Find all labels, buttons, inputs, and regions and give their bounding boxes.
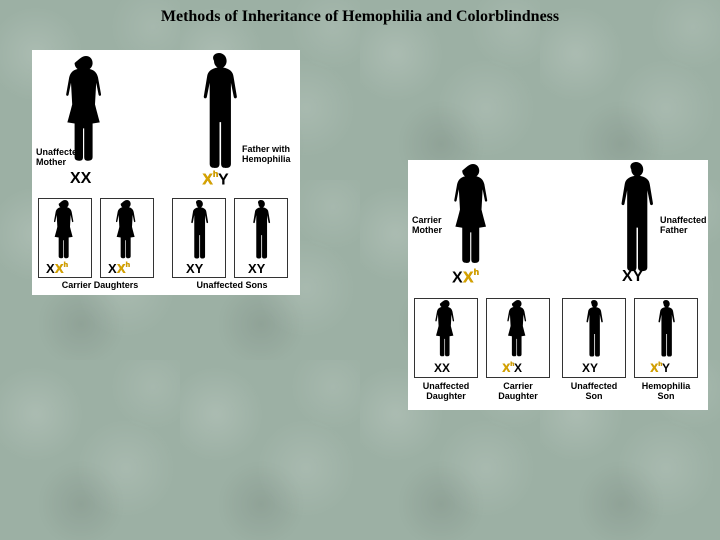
mother-genotype: XX (70, 170, 91, 188)
r-off-2-caption: Carrier Daughter (486, 382, 550, 402)
page-title: Methods of Inheritance of Hemophilia and… (0, 8, 720, 26)
r-off-4-genotype: XhY (650, 361, 670, 375)
r-off-1-caption: Unaffected Daughter (414, 382, 478, 402)
son-2-silhouette (246, 200, 276, 260)
son-1-silhouette (184, 200, 214, 260)
r-off-1-genotype: XX (434, 361, 450, 375)
unaffected-sons-caption: Unaffected Sons (182, 281, 282, 291)
daughter-2-genotype: XXh (108, 261, 130, 276)
unaffected-father-silhouette (608, 162, 664, 274)
carrier-mother-genotype: XXh (452, 268, 479, 287)
father-label: Father with Hemophilia (242, 145, 291, 165)
daughter-1-genotype: XXh (46, 261, 68, 276)
r-off-3-caption: Unaffected Son (562, 382, 626, 402)
unaffected-father-genotype: XY (622, 268, 643, 286)
father-silhouette (190, 53, 248, 171)
r-son-1-silhouette (578, 300, 610, 358)
carrier-daughters-caption: Carrier Daughters (50, 281, 150, 291)
carrier-mother-label: Carrier Mother (412, 216, 442, 236)
left-inheritance-panel: Unaffected Mother XX Father with Hemophi… (32, 50, 300, 295)
r-daughter-1-silhouette (430, 300, 462, 358)
mother-label: Unaffected Mother (36, 148, 83, 168)
son-1-genotype: XY (186, 261, 203, 276)
r-son-2-silhouette (650, 300, 682, 358)
r-off-2-genotype: XhX (502, 361, 522, 375)
r-off-4-caption: Hemophilia Son (634, 382, 698, 402)
daughter-1-silhouette (50, 200, 80, 260)
right-inheritance-panel: Carrier Mother XXh Unaffected Father XY … (408, 160, 708, 410)
son-2-genotype: XY (248, 261, 265, 276)
r-daughter-2-silhouette (502, 300, 534, 358)
unaffected-father-label: Unaffected Father (660, 216, 707, 236)
father-genotype: XhY (202, 170, 229, 189)
r-off-3-genotype: XY (582, 361, 598, 375)
daughter-2-silhouette (112, 200, 142, 260)
carrier-mother-silhouette (448, 164, 498, 266)
